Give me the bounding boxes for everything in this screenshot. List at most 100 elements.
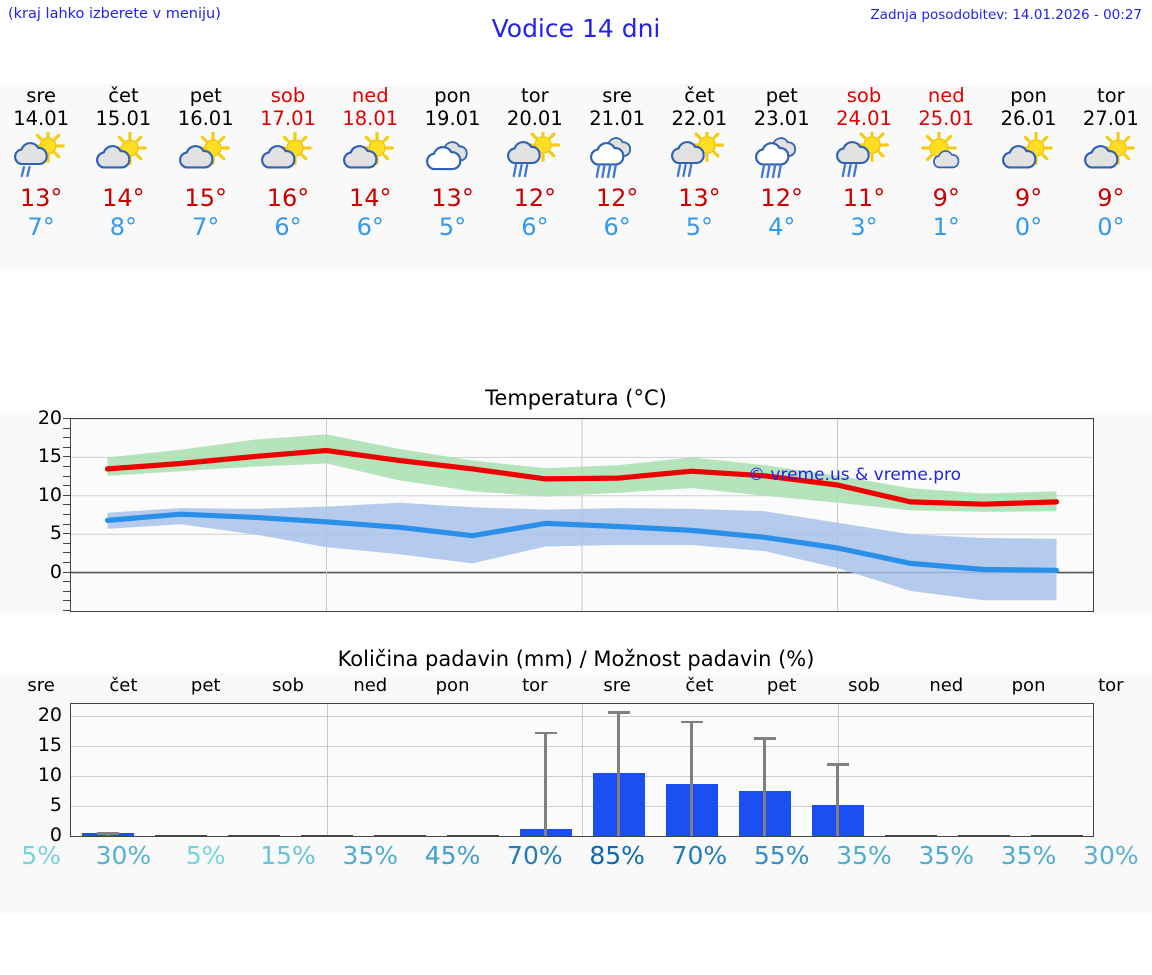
temperature-y-tick-label: 0 <box>49 560 62 583</box>
day-of-week-label: čet <box>684 84 715 107</box>
precipitation-chart-title: Količina padavin (mm) / Možnost padavin … <box>337 647 815 671</box>
precipitation-day-label: pon <box>435 675 470 696</box>
day-date-label: 23.01 <box>753 107 810 130</box>
day-column-1[interactable]: sre 14.01 13° 7° <box>2 84 80 242</box>
precipitation-whisker <box>617 711 620 836</box>
precipitation-probability-row: 5% 30% 5% 15% 35% 45% 70% 85% 70% 55% 35% 35% 35% 30% <box>0 841 1152 881</box>
precipitation-day-label: pet <box>766 675 797 696</box>
day-column-3[interactable]: pet 16.01 15° 7° <box>167 84 245 242</box>
sun-cloud-rain-icon-glyph <box>668 132 730 184</box>
sun-cloud-rain-icon-glyph <box>504 132 566 184</box>
day-date-label: 25.01 <box>918 107 975 130</box>
precipitation-bar[interactable] <box>446 834 499 836</box>
temperature-axis-tick <box>63 552 70 554</box>
day-date-label: 21.01 <box>589 107 646 130</box>
day-date-label: 17.01 <box>260 107 316 130</box>
precipitation-bar[interactable] <box>300 834 353 836</box>
sun-cloud-icon <box>1072 132 1150 184</box>
precipitation-probability-label: 30% <box>95 841 152 870</box>
day-column-8[interactable]: sre 21.01 12° 6° <box>578 84 656 242</box>
precipitation-bar[interactable] <box>1030 834 1083 836</box>
precipitation-chart: Količina padavin (mm) / Možnost padavin … <box>0 645 1152 945</box>
day-column-2[interactable]: čet 15.01 14° 8° <box>84 84 162 242</box>
day-column-13[interactable]: pon 26.01 9° 0° <box>990 84 1068 242</box>
day-column-12[interactable]: ned 25.01 9° 1° <box>907 84 985 242</box>
max-temperature-label: 14° <box>349 184 392 212</box>
max-temperature-label: 13° <box>678 184 721 212</box>
precipitation-bar[interactable] <box>884 834 937 836</box>
day-column-6[interactable]: pon 19.01 13° 5° <box>414 84 492 242</box>
day-column-7[interactable]: tor 20.01 12° 6° <box>496 84 574 242</box>
precipitation-whisker-cap <box>534 731 557 735</box>
sun-cloud-icon <box>331 132 409 184</box>
precipitation-y-tick-label: 0 <box>49 824 62 846</box>
sun-cloud-icon <box>167 132 245 184</box>
max-temperature-label: 11° <box>842 184 886 212</box>
precipitation-bar[interactable] <box>227 834 280 836</box>
precipitation-day-label: tor <box>522 675 548 696</box>
precipitation-probability-label: 5% <box>185 841 226 870</box>
day-column-5[interactable]: ned 18.01 14° 6° <box>331 84 409 242</box>
precipitation-probability-label: 35% <box>342 841 399 870</box>
min-temperature-label: 0° <box>1097 213 1125 241</box>
precipitation-bar[interactable] <box>373 834 426 836</box>
temperature-y-tick-label: 10 <box>37 483 62 506</box>
max-temperature-label: 15° <box>184 184 227 212</box>
min-temperature-label: 3° <box>850 213 878 241</box>
precipitation-probability-label: 45% <box>424 841 481 870</box>
max-temperature-label: 13° <box>19 184 63 212</box>
sun-cloud-light-rain-icon <box>2 132 80 184</box>
day-column-4[interactable]: sob 17.01 16° 6° <box>249 84 327 242</box>
sun-cloud-icon-glyph <box>339 132 401 184</box>
precipitation-day-label: tor <box>1098 675 1124 696</box>
precipitation-whisker <box>544 731 547 836</box>
day-of-week-label: pet <box>765 84 798 107</box>
credit-label: © vreme.us & vreme.pro <box>748 465 962 485</box>
day-date-label: 22.01 <box>671 107 728 130</box>
precipitation-bar[interactable] <box>154 834 207 836</box>
temperature-axis-tick <box>63 514 70 515</box>
max-temperature-label: 13° <box>431 184 474 212</box>
max-temperature-label: 9° <box>1097 184 1125 212</box>
precipitation-day-label: ned <box>353 675 388 696</box>
max-temperature-label: 14° <box>102 184 145 212</box>
precipitation-probability-label: 35% <box>836 841 892 870</box>
day-column-9[interactable]: čet 22.01 13° 5° <box>660 84 738 242</box>
temperature-chart: Temperatura (°C) 0 5 10 15 20 © vreme.us & v… <box>0 380 1152 620</box>
day-column-14[interactable]: tor 27.01 9° 0° <box>1072 84 1150 242</box>
day-column-11[interactable]: sob 24.01 11° 3° <box>825 84 903 242</box>
precipitation-day-label: čet <box>685 675 714 696</box>
precipitation-whisker-cap <box>680 720 703 724</box>
day-of-week-label: tor <box>1097 84 1125 107</box>
temperature-axis-tick <box>63 590 70 592</box>
precipitation-day-label: sre <box>603 675 631 696</box>
sun-cloud-icon-glyph <box>92 132 154 184</box>
day-column-10[interactable]: pet 23.01 12° 4° <box>743 84 821 242</box>
precipitation-probability-label: 35% <box>918 841 975 870</box>
max-temperature-label: 12° <box>760 184 803 212</box>
min-temperature-label: 6° <box>356 213 384 241</box>
precipitation-probability-label: 15% <box>260 841 316 870</box>
day-of-week-label: sob <box>270 84 306 107</box>
day-of-week-label: sre <box>26 84 57 107</box>
precipitation-day-label: sre <box>27 675 55 696</box>
daily-forecast-strip: sre 14.01 13° 7° čet 15.01 14° 8° pet 16.01 15°… <box>0 84 1152 269</box>
sun-cloud-rain-icon <box>825 132 903 184</box>
day-of-week-label: ned <box>351 84 389 107</box>
temperature-axis-tick <box>63 542 70 544</box>
max-temperature-label: 12° <box>595 184 639 212</box>
min-temperature-label: 4° <box>768 213 796 241</box>
day-of-week-label: čet <box>108 84 139 107</box>
day-of-week-label: tor <box>521 84 549 107</box>
min-temperature-label: 7° <box>27 213 55 241</box>
day-date-label: 15.01 <box>95 107 152 130</box>
temperature-axis-tick <box>63 494 70 496</box>
min-temperature-label: 6° <box>603 213 631 241</box>
precipitation-whisker-cap <box>96 832 119 835</box>
sun-cloud-icon-glyph <box>1080 132 1142 184</box>
precipitation-whisker <box>690 720 693 836</box>
precipitation-plot-area <box>70 703 1094 837</box>
precipitation-bar[interactable] <box>957 834 1010 836</box>
precipitation-probability-label: 5% <box>21 841 61 870</box>
temperature-axis-tick <box>63 418 70 419</box>
